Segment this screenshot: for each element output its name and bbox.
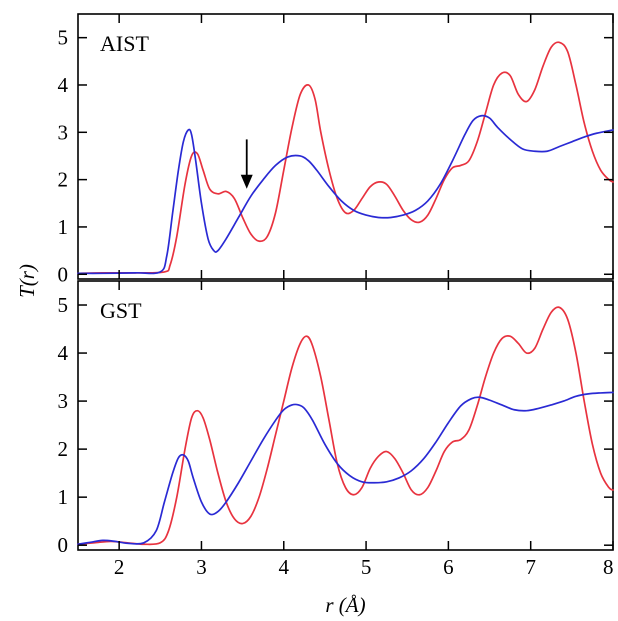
aist-plot-frame xyxy=(77,13,614,280)
gst-panel: 0 1 2 3 4 5 2 3 4 5 6 7 8 GST xyxy=(58,280,614,579)
y-axis-label: T(r) xyxy=(15,264,39,298)
y-tick-label: 3 xyxy=(58,389,69,413)
y-tick-label: 1 xyxy=(58,485,69,509)
gst-plot-frame xyxy=(77,280,614,551)
x-tick-label: 6 xyxy=(443,555,454,579)
arrow-head xyxy=(240,174,253,189)
aist-panel: 0 1 2 3 4 5 AIST xyxy=(58,13,614,286)
x-tick-label: 5 xyxy=(361,555,372,579)
series-line-red xyxy=(77,41,614,275)
x-tick-label: 7 xyxy=(525,555,536,579)
y-tick-label: 4 xyxy=(58,73,69,97)
y-tick-label: 5 xyxy=(58,293,69,317)
y-tick-label: 0 xyxy=(58,533,69,557)
series-line-red xyxy=(77,306,614,546)
y-tick-label: 3 xyxy=(58,120,69,144)
y-tick-label: 4 xyxy=(58,341,69,365)
panel-label-aist: AIST xyxy=(100,31,149,56)
x-tick-label: 2 xyxy=(114,555,125,579)
y-tick-label: 2 xyxy=(58,437,69,461)
x-tick-label: 3 xyxy=(196,555,207,579)
y-tick-label: 0 xyxy=(58,262,69,286)
y-tick-label: 2 xyxy=(58,168,69,192)
y-tick-label: 5 xyxy=(58,26,69,50)
x-axis-label: r (Å) xyxy=(325,593,365,617)
x-tick-label: 8 xyxy=(603,555,614,579)
series-line-blue xyxy=(77,114,614,275)
y-tick-label: 1 xyxy=(58,215,69,239)
x-tick-label: 4 xyxy=(279,555,290,579)
panel-label-gst: GST xyxy=(100,298,142,323)
series-line-blue xyxy=(77,391,614,546)
